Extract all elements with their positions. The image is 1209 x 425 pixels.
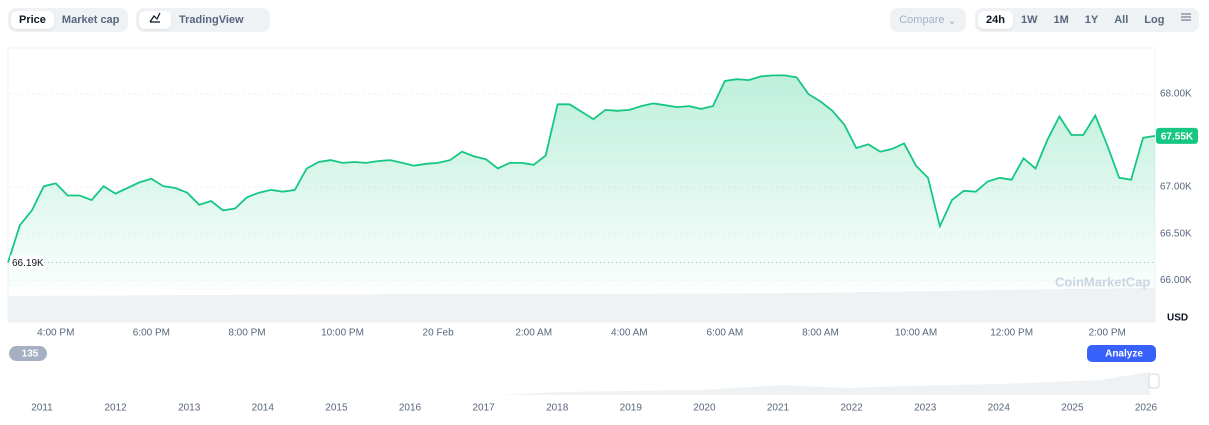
range-toggle: 24h 1W 1M 1Y All Log — [975, 8, 1199, 32]
price-toggle: Price Market cap — [8, 8, 128, 32]
year-label: 2026 — [1135, 403, 1158, 414]
log-button[interactable]: Log — [1144, 14, 1165, 26]
unit-label: USD — [1167, 313, 1188, 324]
price-button[interactable]: Price — [11, 11, 54, 29]
year-label: 2023 — [914, 403, 937, 414]
compare-button[interactable]: Compare ⌄ — [890, 8, 966, 32]
badge-bg — [9, 346, 47, 361]
volume-area — [8, 288, 1155, 322]
year-label: 2022 — [840, 403, 863, 414]
range-button[interactable]: 1W — [1020, 14, 1038, 26]
price-line — [7, 74, 1156, 263]
min-label-bg — [10, 255, 44, 270]
range-button[interactable]: 1M — [1053, 14, 1069, 26]
current-label: 67.55K — [1161, 132, 1194, 143]
year-label: 2025 — [1061, 403, 1084, 414]
analyze-button[interactable] — [1087, 345, 1156, 362]
year-label: 2016 — [399, 403, 422, 414]
navigator-area — [8, 372, 1150, 395]
range-button[interactable]: 1Y — [1084, 14, 1099, 26]
year-label: 2018 — [546, 403, 569, 414]
year-label: 2020 — [693, 403, 716, 414]
y-tick-label: 68.00K — [1160, 89, 1192, 100]
x-tick-label: 6:00 PM — [133, 328, 170, 339]
x-tick-label: 2:00 PM — [1089, 328, 1126, 339]
year-label: 2021 — [767, 403, 790, 414]
year-label: 2017 — [472, 403, 495, 414]
badge: 135 — [22, 349, 39, 360]
tradingview-button[interactable]: TradingView — [179, 14, 244, 26]
year-label: 2011 — [31, 403, 53, 414]
x-tick-label: 8:00 AM — [802, 328, 839, 339]
x-tick-label: 4:00 AM — [611, 328, 648, 339]
compare-text: Compare — [899, 14, 945, 26]
chart-style-toggle: TradingView — [136, 8, 270, 32]
x-tick-label: 10:00 AM — [895, 328, 937, 339]
x-tick-label: 10:00 PM — [321, 328, 364, 339]
x-tick-label: 2:00 AM — [515, 328, 552, 339]
x-tick-label: 12:00 PM — [990, 328, 1033, 339]
line-icon — [149, 12, 161, 23]
current-label-bg — [1156, 127, 1198, 144]
line-button[interactable] — [139, 11, 171, 29]
year-label: 2013 — [178, 403, 201, 414]
year-label: 2024 — [988, 403, 1011, 414]
year-label: 2015 — [325, 403, 348, 414]
x-tick-label: 20 Feb — [423, 328, 455, 339]
y-tick-label: 66.50K — [1160, 228, 1192, 239]
range-button[interactable]: All — [1114, 14, 1129, 26]
year-label: 2019 — [620, 403, 643, 414]
market-cap-button[interactable]: Market cap — [61, 14, 120, 26]
x-tick-label: 6:00 AM — [707, 328, 744, 339]
settings-button[interactable] — [1172, 11, 1200, 29]
min-label: 66.19K — [12, 258, 44, 269]
y-tick-label: 66.00K — [1160, 275, 1192, 286]
x-tick-label: 4:00 PM — [37, 328, 74, 339]
range-button[interactable]: 24h — [978, 11, 1013, 29]
year-label: 2014 — [252, 403, 275, 414]
y-tick-label: 67.00K — [1160, 182, 1192, 193]
line-area — [8, 75, 1155, 291]
navigator-handle[interactable] — [1148, 373, 1160, 389]
analyze-text: Analyze — [1105, 349, 1143, 360]
x-tick-label: 8:00 PM — [228, 328, 265, 339]
settings-icon — [1181, 13, 1192, 21]
year-label: 2012 — [104, 403, 127, 414]
